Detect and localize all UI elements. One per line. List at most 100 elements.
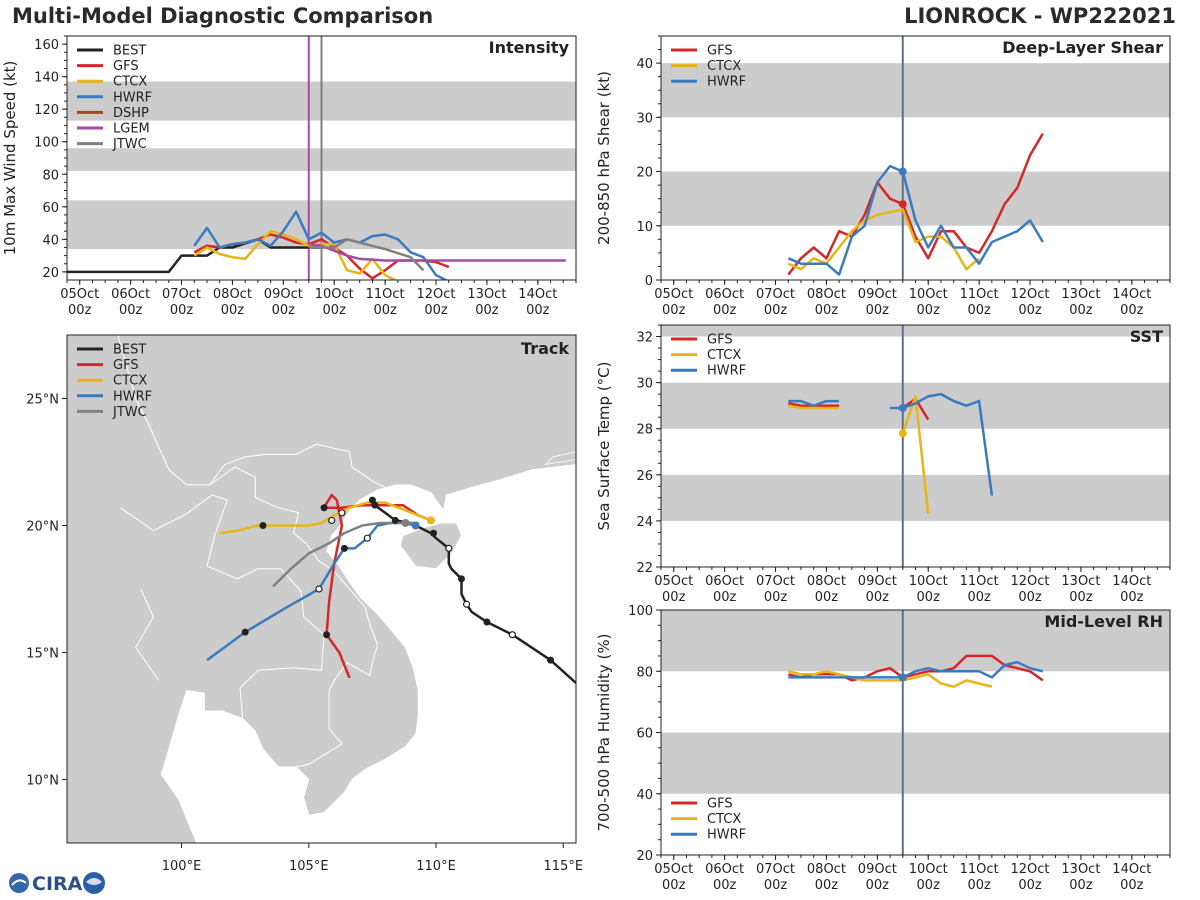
legend-label: GFS — [707, 44, 733, 59]
y-tick-label: 80 — [42, 168, 59, 183]
panel-sst: 22242628303205Oct00z06Oct00z07Oct00z08Oc… — [595, 324, 1171, 605]
y-tick-label: 20 — [636, 166, 653, 181]
x-tick-day: 05Oct — [654, 287, 693, 302]
legend-label: JTWC — [112, 137, 147, 152]
legend-label: HWRF — [707, 828, 746, 843]
x-tick-hour: 00z — [815, 590, 839, 605]
marker-ctcx — [898, 429, 907, 438]
y-tick-label: 20 — [42, 266, 59, 281]
y-axis-label: 200-850 hPa Shear (kt) — [595, 71, 613, 245]
x-tick-day: 13Oct — [1061, 862, 1100, 877]
y-tick-label: 40 — [636, 57, 653, 72]
legend-label: CTCX — [113, 374, 147, 389]
x-tick-day: 10Oct — [315, 287, 354, 302]
series-line-jtwc — [308, 238, 425, 272]
x-tick-hour: 00z — [170, 303, 194, 318]
track-position-marker — [323, 631, 331, 639]
series-line-ctcx — [193, 229, 398, 280]
x-tick-day: 08Oct — [213, 287, 252, 302]
panel-title: Deep-Layer Shear — [1002, 38, 1163, 57]
x-tick-day: 09Oct — [858, 862, 897, 877]
panel-title: Mid-Level RH — [1044, 612, 1163, 631]
x-tick-hour: 00z — [967, 590, 991, 605]
track-current-position — [411, 521, 420, 530]
y-tick-label: 0 — [645, 274, 653, 289]
x-tick-hour: 00z — [119, 303, 143, 318]
x-tick-hour: 00z — [424, 303, 448, 318]
legend-label: CTCX — [707, 812, 741, 827]
x-tick-hour: 00z — [866, 878, 890, 893]
x-tick-day: 07Oct — [756, 574, 795, 589]
x-tick-day: 10Oct — [909, 287, 948, 302]
x-tick-day: 06Oct — [111, 287, 150, 302]
x-tick-day: 07Oct — [756, 287, 795, 302]
lat-tick-label: 15°N — [26, 647, 59, 662]
x-tick-hour: 00z — [764, 590, 788, 605]
legend-label: HWRF — [707, 364, 746, 379]
marker-gfs — [898, 200, 907, 209]
country-border — [135, 588, 160, 681]
x-tick-day: 08Oct — [807, 574, 846, 589]
y-tick-label: 140 — [34, 71, 59, 86]
panel-rh: 2040608010005Oct00z06Oct00z07Oct00z08Oct… — [595, 604, 1171, 893]
y-tick-label: 30 — [636, 111, 653, 126]
series-line-hwrf — [193, 210, 449, 280]
x-tick-day: 14Oct — [518, 287, 557, 302]
x-tick-day: 12Oct — [1011, 862, 1050, 877]
x-tick-hour: 00z — [68, 303, 92, 318]
x-tick-day: 12Oct — [1011, 287, 1050, 302]
y-axis-label: Sea Surface Temp (°C) — [595, 361, 613, 530]
shaded-band — [661, 732, 1170, 794]
series-line-gfs — [787, 132, 1044, 276]
storm-name: LIONROCK - WP222021 — [904, 4, 1176, 28]
x-tick-hour: 00z — [967, 303, 991, 318]
series-line-ctcx — [788, 404, 840, 410]
x-tick-day: 11Oct — [960, 574, 999, 589]
panel-track: 100°E 105°E 110°E 115°E 10°N 15°N 20°N 25°N Trac… — [26, 334, 583, 874]
track-position-marker — [259, 522, 267, 529]
x-tick-hour: 00z — [815, 303, 839, 318]
track-position-marker — [547, 656, 555, 664]
y-tick-label: 40 — [42, 233, 59, 248]
x-tick-day: 13Oct — [1061, 287, 1100, 302]
legend-label: BEST — [113, 343, 146, 358]
track-position-marker-open — [338, 509, 346, 517]
lat-tick-label: 20°N — [26, 520, 59, 535]
x-tick-hour: 00z — [1120, 303, 1144, 318]
track-position-marker — [483, 618, 491, 626]
legend-label: HWRF — [113, 389, 152, 404]
track-position-marker-open — [445, 544, 453, 552]
globe-icon — [9, 873, 29, 893]
x-tick-day: 05Oct — [654, 574, 693, 589]
country-border — [209, 466, 379, 768]
series-line-ctcx — [787, 208, 980, 271]
x-tick-hour: 00z — [764, 878, 788, 893]
x-tick-hour: 00z — [1120, 590, 1144, 605]
x-tick-hour: 00z — [373, 303, 397, 318]
legend-label: CTCX — [707, 59, 741, 74]
x-tick-hour: 00z — [662, 590, 686, 605]
series-line-hwrf — [788, 399, 840, 407]
x-tick-day: 14Oct — [1112, 574, 1151, 589]
y-tick-label: 28 — [636, 423, 653, 438]
y-tick-label: 10 — [636, 220, 653, 235]
x-tick-day: 06Oct — [705, 862, 744, 877]
legend-label: HWRF — [113, 90, 152, 105]
track-position-marker — [320, 504, 328, 512]
marker-hwrf — [898, 167, 907, 176]
x-tick-day: 11Oct — [366, 287, 405, 302]
x-tick-hour: 00z — [1018, 303, 1042, 318]
x-tick-day: 12Oct — [1011, 574, 1050, 589]
y-tick-label: 32 — [636, 331, 653, 346]
country-border — [120, 507, 185, 532]
shaded-band — [661, 325, 1170, 337]
x-tick-day: 09Oct — [858, 574, 897, 589]
panel-shear: 01020304005Oct00z06Oct00z07Oct00z08Oct00… — [595, 35, 1171, 318]
panel-title: SST — [1130, 327, 1163, 346]
marker-hwrf — [898, 403, 907, 412]
x-tick-hour: 00z — [866, 303, 890, 318]
x-tick-day: 08Oct — [807, 862, 846, 877]
legend-label: GFS — [707, 333, 733, 348]
y-tick-label: 24 — [636, 515, 653, 530]
y-axis-label: 10m Max Wind Speed (kt) — [1, 61, 19, 256]
